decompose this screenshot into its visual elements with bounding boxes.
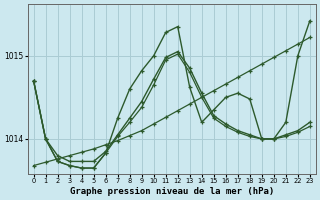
X-axis label: Graphe pression niveau de la mer (hPa): Graphe pression niveau de la mer (hPa) [69,187,274,196]
